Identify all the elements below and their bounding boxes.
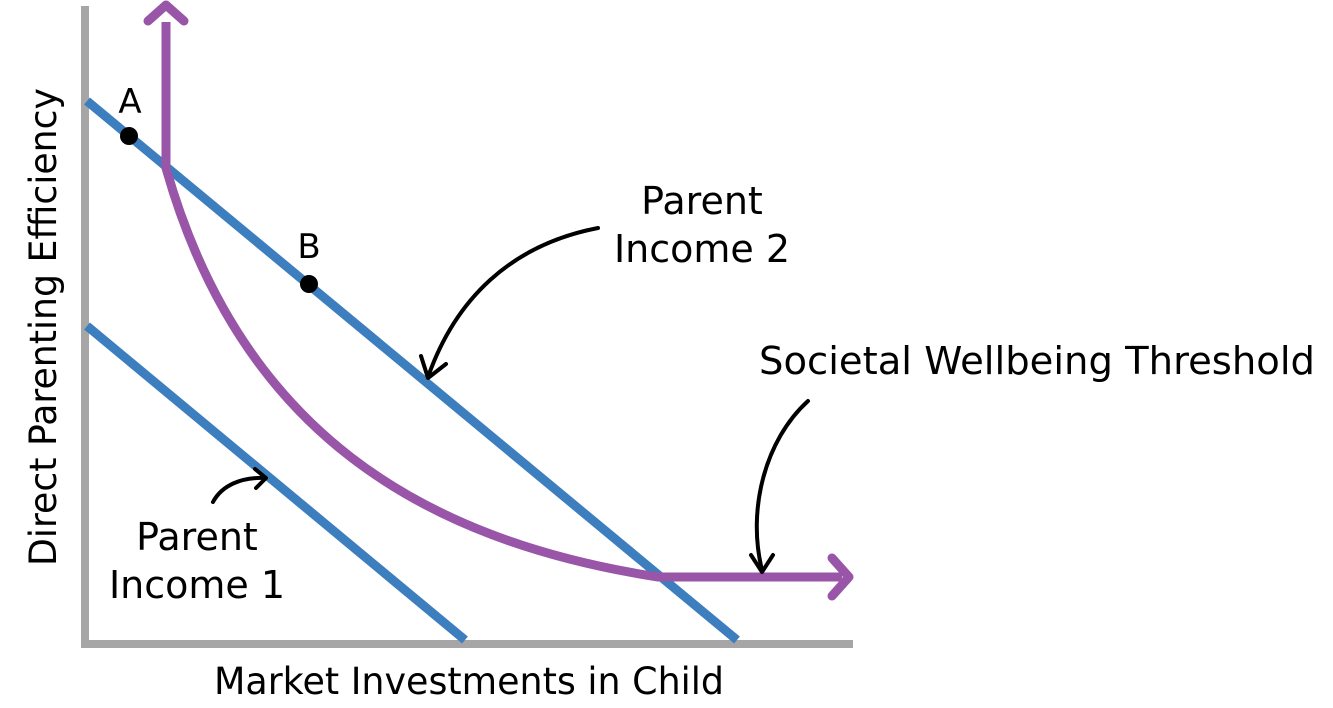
threshold-up-arrowhead: [143, 0, 189, 26]
point-a-label: A: [118, 82, 141, 122]
threshold-curve: [161, 22, 842, 582]
pointer-income-2: [419, 226, 600, 380]
axes: [81, 6, 853, 648]
threshold-right-arrowhead: [827, 553, 854, 601]
pointer-threshold-shaft: [754, 399, 810, 572]
pointer-income-1-arrowhead: [253, 467, 268, 490]
income-2-label-line2: Income 2: [614, 227, 790, 271]
pointer-threshold-arrowhead: [749, 553, 775, 574]
income-2-label-line1: Parent: [641, 179, 763, 223]
pointer-income-1-shaft: [211, 475, 267, 504]
pointer-threshold: [749, 399, 810, 574]
x-axis-label: Market Investments in Child: [214, 660, 724, 703]
threshold-label: Societal Wellbeing Threshold: [759, 339, 1315, 383]
pointer-income-2-shaft: [426, 226, 600, 379]
pointer-income-2-arrowhead: [419, 354, 448, 380]
y-axis-label: Direct Parenting Efficiency: [22, 88, 65, 566]
pointer-income-1: [211, 467, 268, 504]
income-1-label-line2: Income 1: [109, 563, 285, 607]
budget-line-income-1: [84, 322, 468, 644]
point-a-marker: [120, 127, 138, 145]
budget-line-income-2: [84, 97, 740, 644]
income-1-label-line1: Parent: [136, 515, 258, 559]
point-b-marker: [300, 275, 318, 293]
point-b-label: B: [297, 227, 320, 267]
